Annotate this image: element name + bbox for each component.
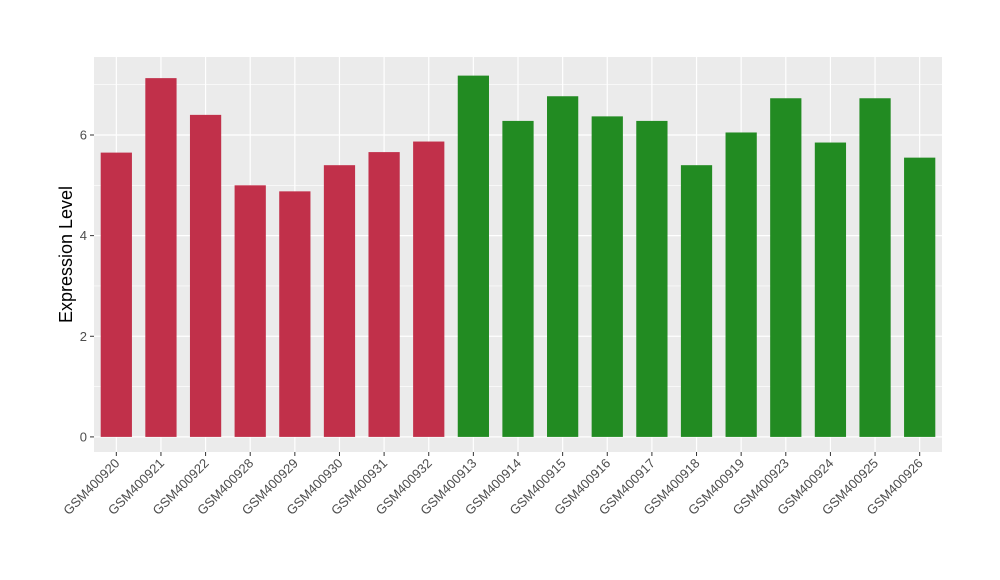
y-tick-label: 0	[80, 429, 87, 444]
bar-GSM400922	[189, 114, 222, 437]
y-axis-label: Expression Level	[56, 186, 76, 323]
y-axis: 0 2 4 6	[80, 127, 94, 444]
x-axis: GSM400920GSM400921GSM400922GSM400928GSM4…	[60, 452, 926, 518]
bar-GSM400920	[100, 152, 132, 437]
bars	[100, 75, 936, 437]
bar-GSM400921	[145, 78, 177, 437]
bar-GSM400916	[591, 116, 623, 437]
bar-GSM400914	[502, 120, 534, 437]
bar-GSM400929	[279, 191, 311, 437]
bar-GSM400915	[547, 96, 579, 437]
bar-GSM400924	[814, 142, 847, 437]
y-tick-label: 2	[80, 329, 87, 344]
bar-GSM400923	[770, 98, 802, 437]
bar-GSM400931	[368, 152, 400, 437]
y-tick-label: 4	[80, 228, 87, 243]
y-tick-label: 6	[80, 127, 87, 142]
bar-GSM400928	[234, 185, 266, 437]
bar-GSM400917	[636, 120, 668, 437]
bar-GSM400925	[859, 98, 891, 437]
bar-GSM400926	[904, 157, 936, 437]
bar-GSM400913	[457, 75, 489, 437]
bar-GSM400932	[413, 141, 445, 437]
bar-GSM400918	[680, 165, 713, 437]
bar-GSM400919	[725, 132, 757, 437]
bar-GSM400930	[323, 165, 356, 437]
